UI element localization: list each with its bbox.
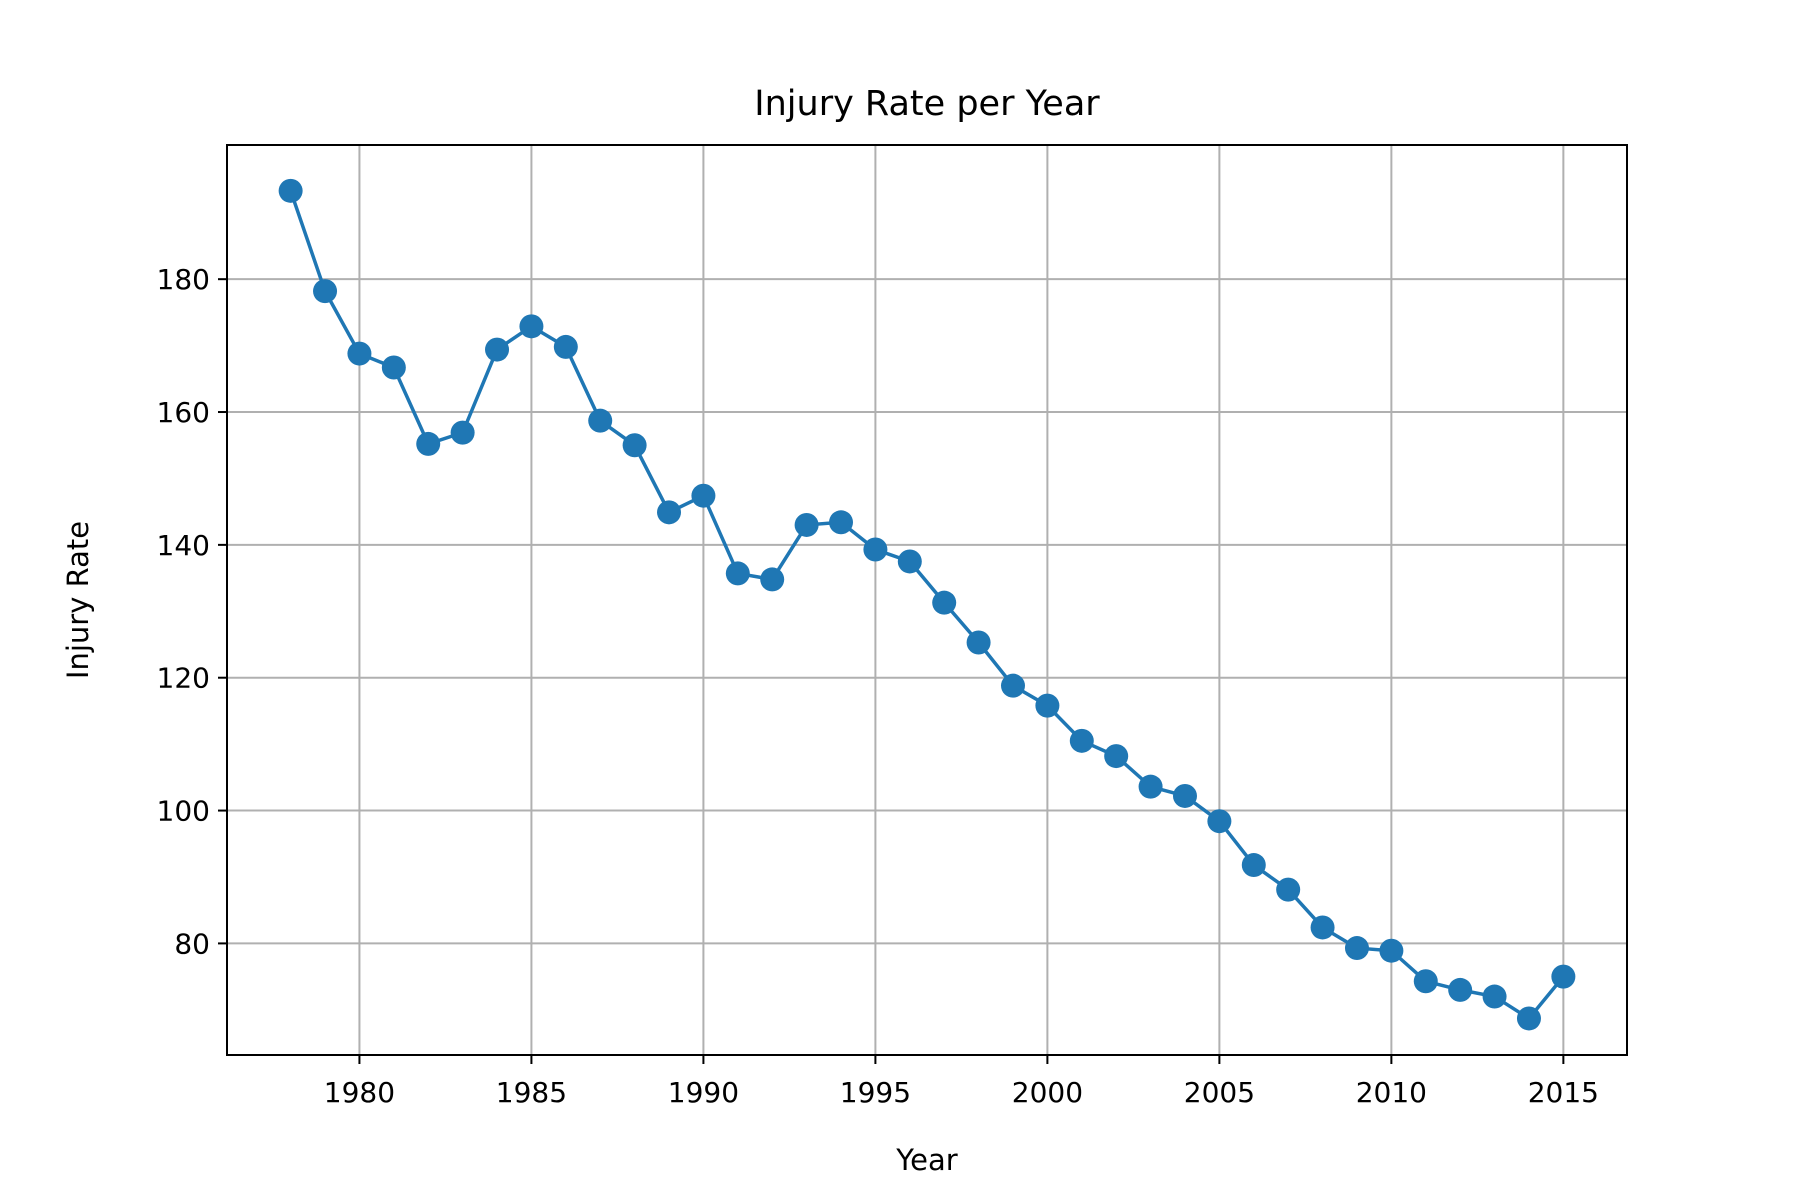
data-point: [725, 561, 750, 586]
y-tick-label: 80: [174, 927, 210, 960]
x-tick-label: 1995: [840, 1076, 911, 1109]
data-point: [622, 433, 647, 458]
data-point: [1344, 936, 1369, 961]
data-point: [794, 512, 819, 537]
y-tick-label: 160: [157, 396, 210, 429]
y-axis-label: Injury Rate: [61, 521, 95, 679]
data-point: [450, 420, 475, 445]
data-point: [1516, 1006, 1541, 1031]
data-point: [829, 510, 854, 535]
data-point: [897, 549, 922, 574]
data-point: [416, 431, 441, 456]
y-tick-label: 180: [157, 263, 210, 296]
data-point: [1276, 877, 1301, 902]
y-tick-label: 120: [157, 662, 210, 695]
data-point: [1241, 853, 1266, 878]
data-point: [1551, 964, 1576, 989]
data-point: [1413, 969, 1438, 994]
axis-ticks: 1980 1985 1990 1995 2000 2005 2010 2015 80 100 120…: [157, 263, 1599, 1109]
data-point: [1310, 915, 1335, 940]
data-point: [760, 567, 785, 592]
data-point: [553, 334, 578, 359]
data-point: [691, 483, 716, 508]
data-point: [588, 408, 613, 433]
data-point: [1379, 938, 1404, 963]
data-point: [863, 537, 888, 562]
x-tick-label: 2015: [1528, 1076, 1599, 1109]
data-point: [347, 341, 372, 366]
x-tick-label: 2010: [1356, 1076, 1427, 1109]
data-point: [1172, 783, 1197, 808]
data-point: [1138, 774, 1163, 799]
data-point: [313, 279, 338, 304]
data-point: [1448, 977, 1473, 1002]
x-tick-label: 1990: [668, 1076, 739, 1109]
data-point: [1069, 728, 1094, 753]
data-point: [1207, 809, 1232, 834]
data-point: [1000, 673, 1025, 698]
x-tick-label: 2000: [1012, 1076, 1083, 1109]
y-tick-label: 140: [157, 529, 210, 562]
data-point: [932, 590, 957, 615]
data-series: [278, 178, 1576, 1031]
x-tick-label: 1980: [324, 1076, 395, 1109]
y-tick-label: 100: [157, 795, 210, 828]
x-tick-label: 1985: [496, 1076, 567, 1109]
grid-lines: [227, 145, 1627, 1055]
plot-frame: [226, 144, 1628, 1056]
chart-title: Injury Rate per Year: [754, 84, 1100, 124]
x-axis-label: Year: [895, 1143, 957, 1177]
data-point: [278, 178, 303, 203]
data-point: [519, 314, 544, 339]
data-point: [485, 337, 510, 362]
data-point: [1035, 693, 1060, 718]
data-point: [1482, 984, 1507, 1009]
data-point: [381, 355, 406, 380]
data-point: [966, 630, 991, 655]
x-tick-label: 2005: [1184, 1076, 1255, 1109]
data-point: [657, 500, 682, 525]
data-point: [1104, 744, 1129, 769]
